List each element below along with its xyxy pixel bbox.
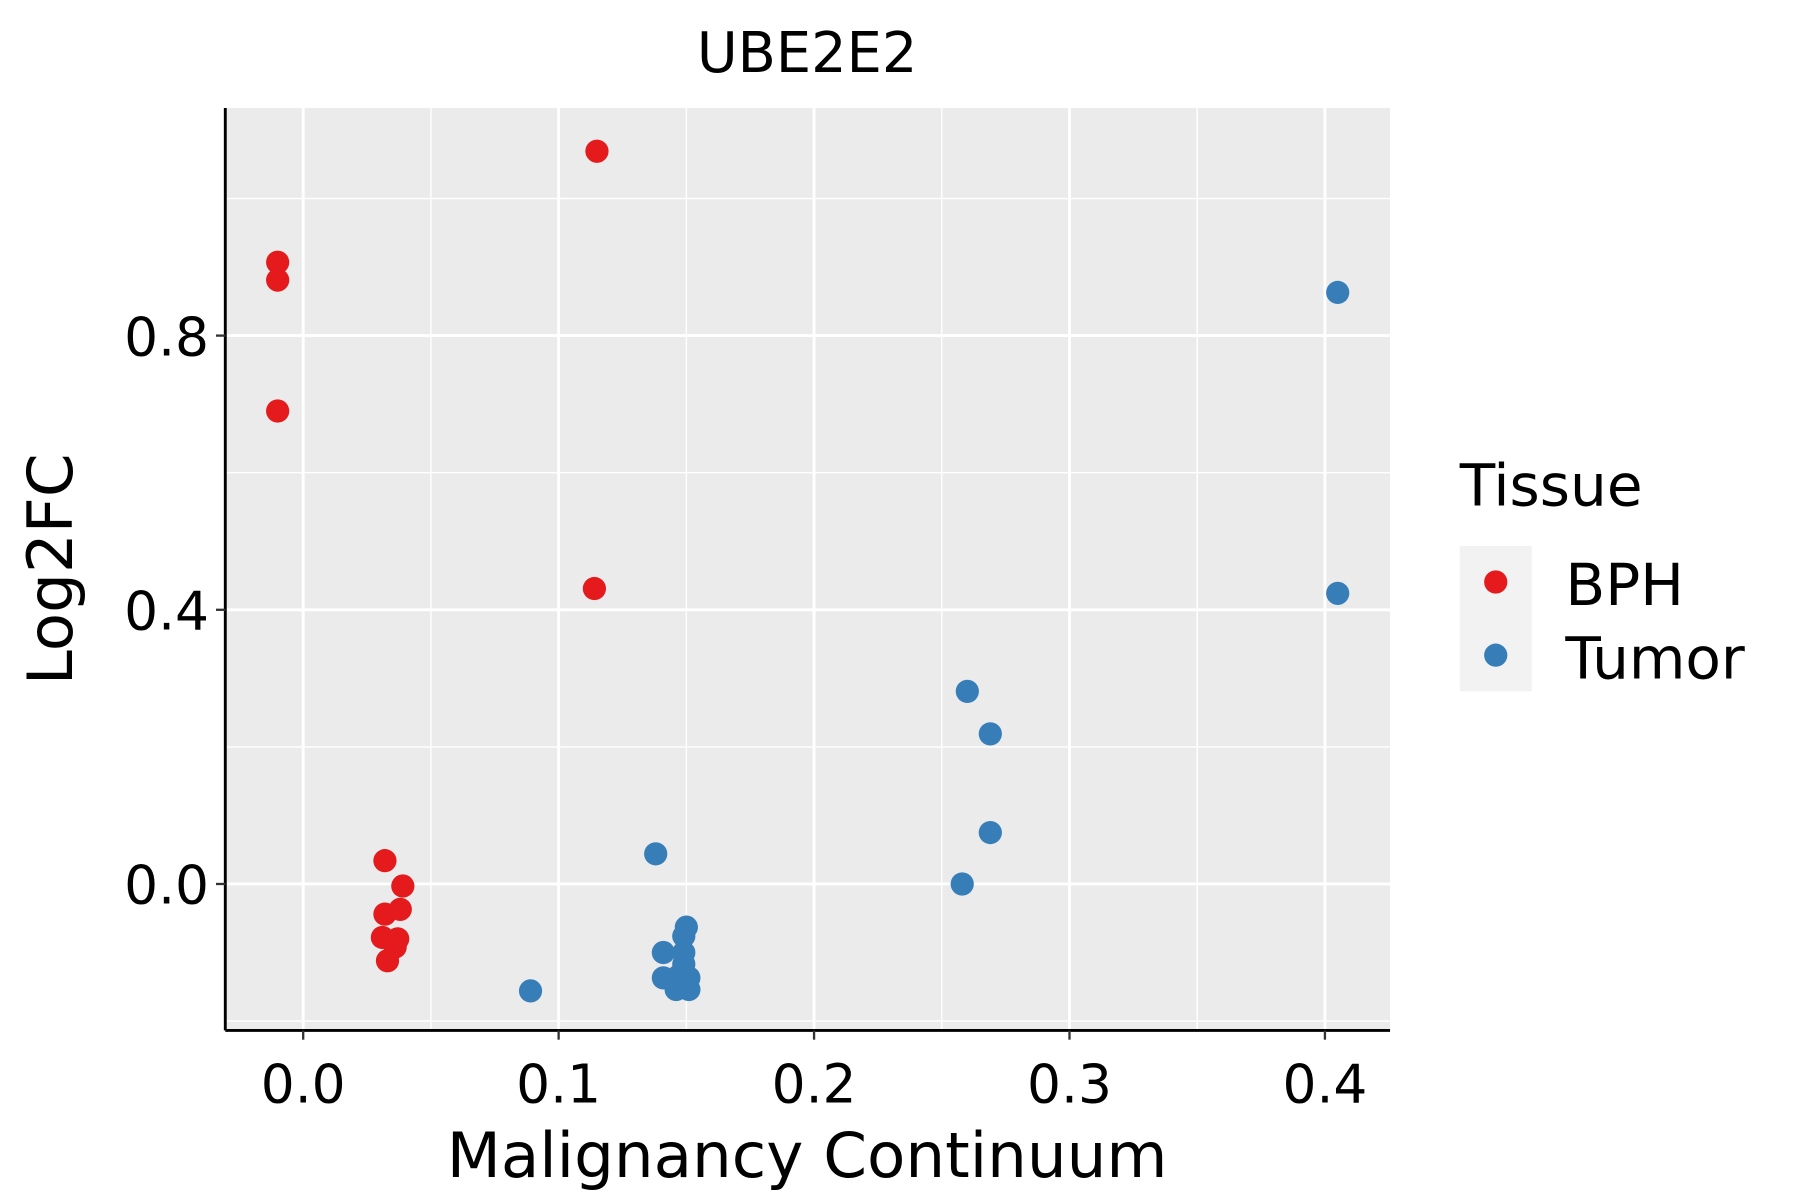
y-axis-label: Log2FC [14, 453, 87, 685]
point-tumor [978, 722, 1002, 746]
point-bph [266, 399, 290, 423]
point-tumor [672, 924, 696, 948]
legend-key-tumor [1484, 643, 1508, 667]
point-bph [582, 576, 607, 601]
legend-label-tumor: Tumor [1564, 624, 1745, 692]
x-tick-label: 0.3 [1027, 1052, 1112, 1115]
point-tumor [955, 679, 979, 703]
point-tumor [644, 842, 668, 866]
legend: Tissue BPH Tumor [1459, 451, 1745, 692]
point-tumor [1326, 280, 1350, 305]
axis-ticks: 0.0 0.1 0.2 0.3 0.4 0.0 0.4 0.8 [124, 305, 1367, 1115]
legend-title: Tissue [1459, 451, 1643, 519]
y-tick-label: 0.4 [124, 580, 209, 643]
x-tick-label: 0.1 [516, 1052, 601, 1115]
point-tumor [651, 940, 675, 965]
x-axis-label: Malignancy Continuum [447, 1119, 1168, 1192]
data-points [266, 139, 1350, 1003]
point-bph [266, 250, 290, 274]
legend-key-background [1459, 545, 1532, 692]
point-tumor [1326, 581, 1350, 605]
point-bph [585, 139, 609, 163]
point-bph [375, 949, 400, 973]
point-tumor [950, 872, 974, 896]
point-bph [391, 874, 415, 898]
y-tick-label: 0.8 [124, 305, 209, 368]
panel-background [225, 108, 1391, 1031]
point-tumor [978, 820, 1002, 845]
gridlines [225, 108, 1391, 1031]
point-tumor [667, 964, 691, 988]
point-bph [266, 268, 290, 292]
legend-label-bph: BPH [1565, 551, 1683, 619]
legend-key-bph [1484, 570, 1508, 594]
x-tick-label: 0.4 [1282, 1052, 1367, 1115]
point-bph [373, 849, 397, 873]
x-tick-label: 0.0 [261, 1052, 346, 1115]
point-tumor [518, 979, 543, 1003]
x-tick-label: 0.2 [772, 1052, 857, 1115]
chart-title: UBE2E2 [697, 21, 917, 86]
point-bph [388, 897, 412, 921]
y-tick-label: 0.0 [124, 854, 209, 917]
